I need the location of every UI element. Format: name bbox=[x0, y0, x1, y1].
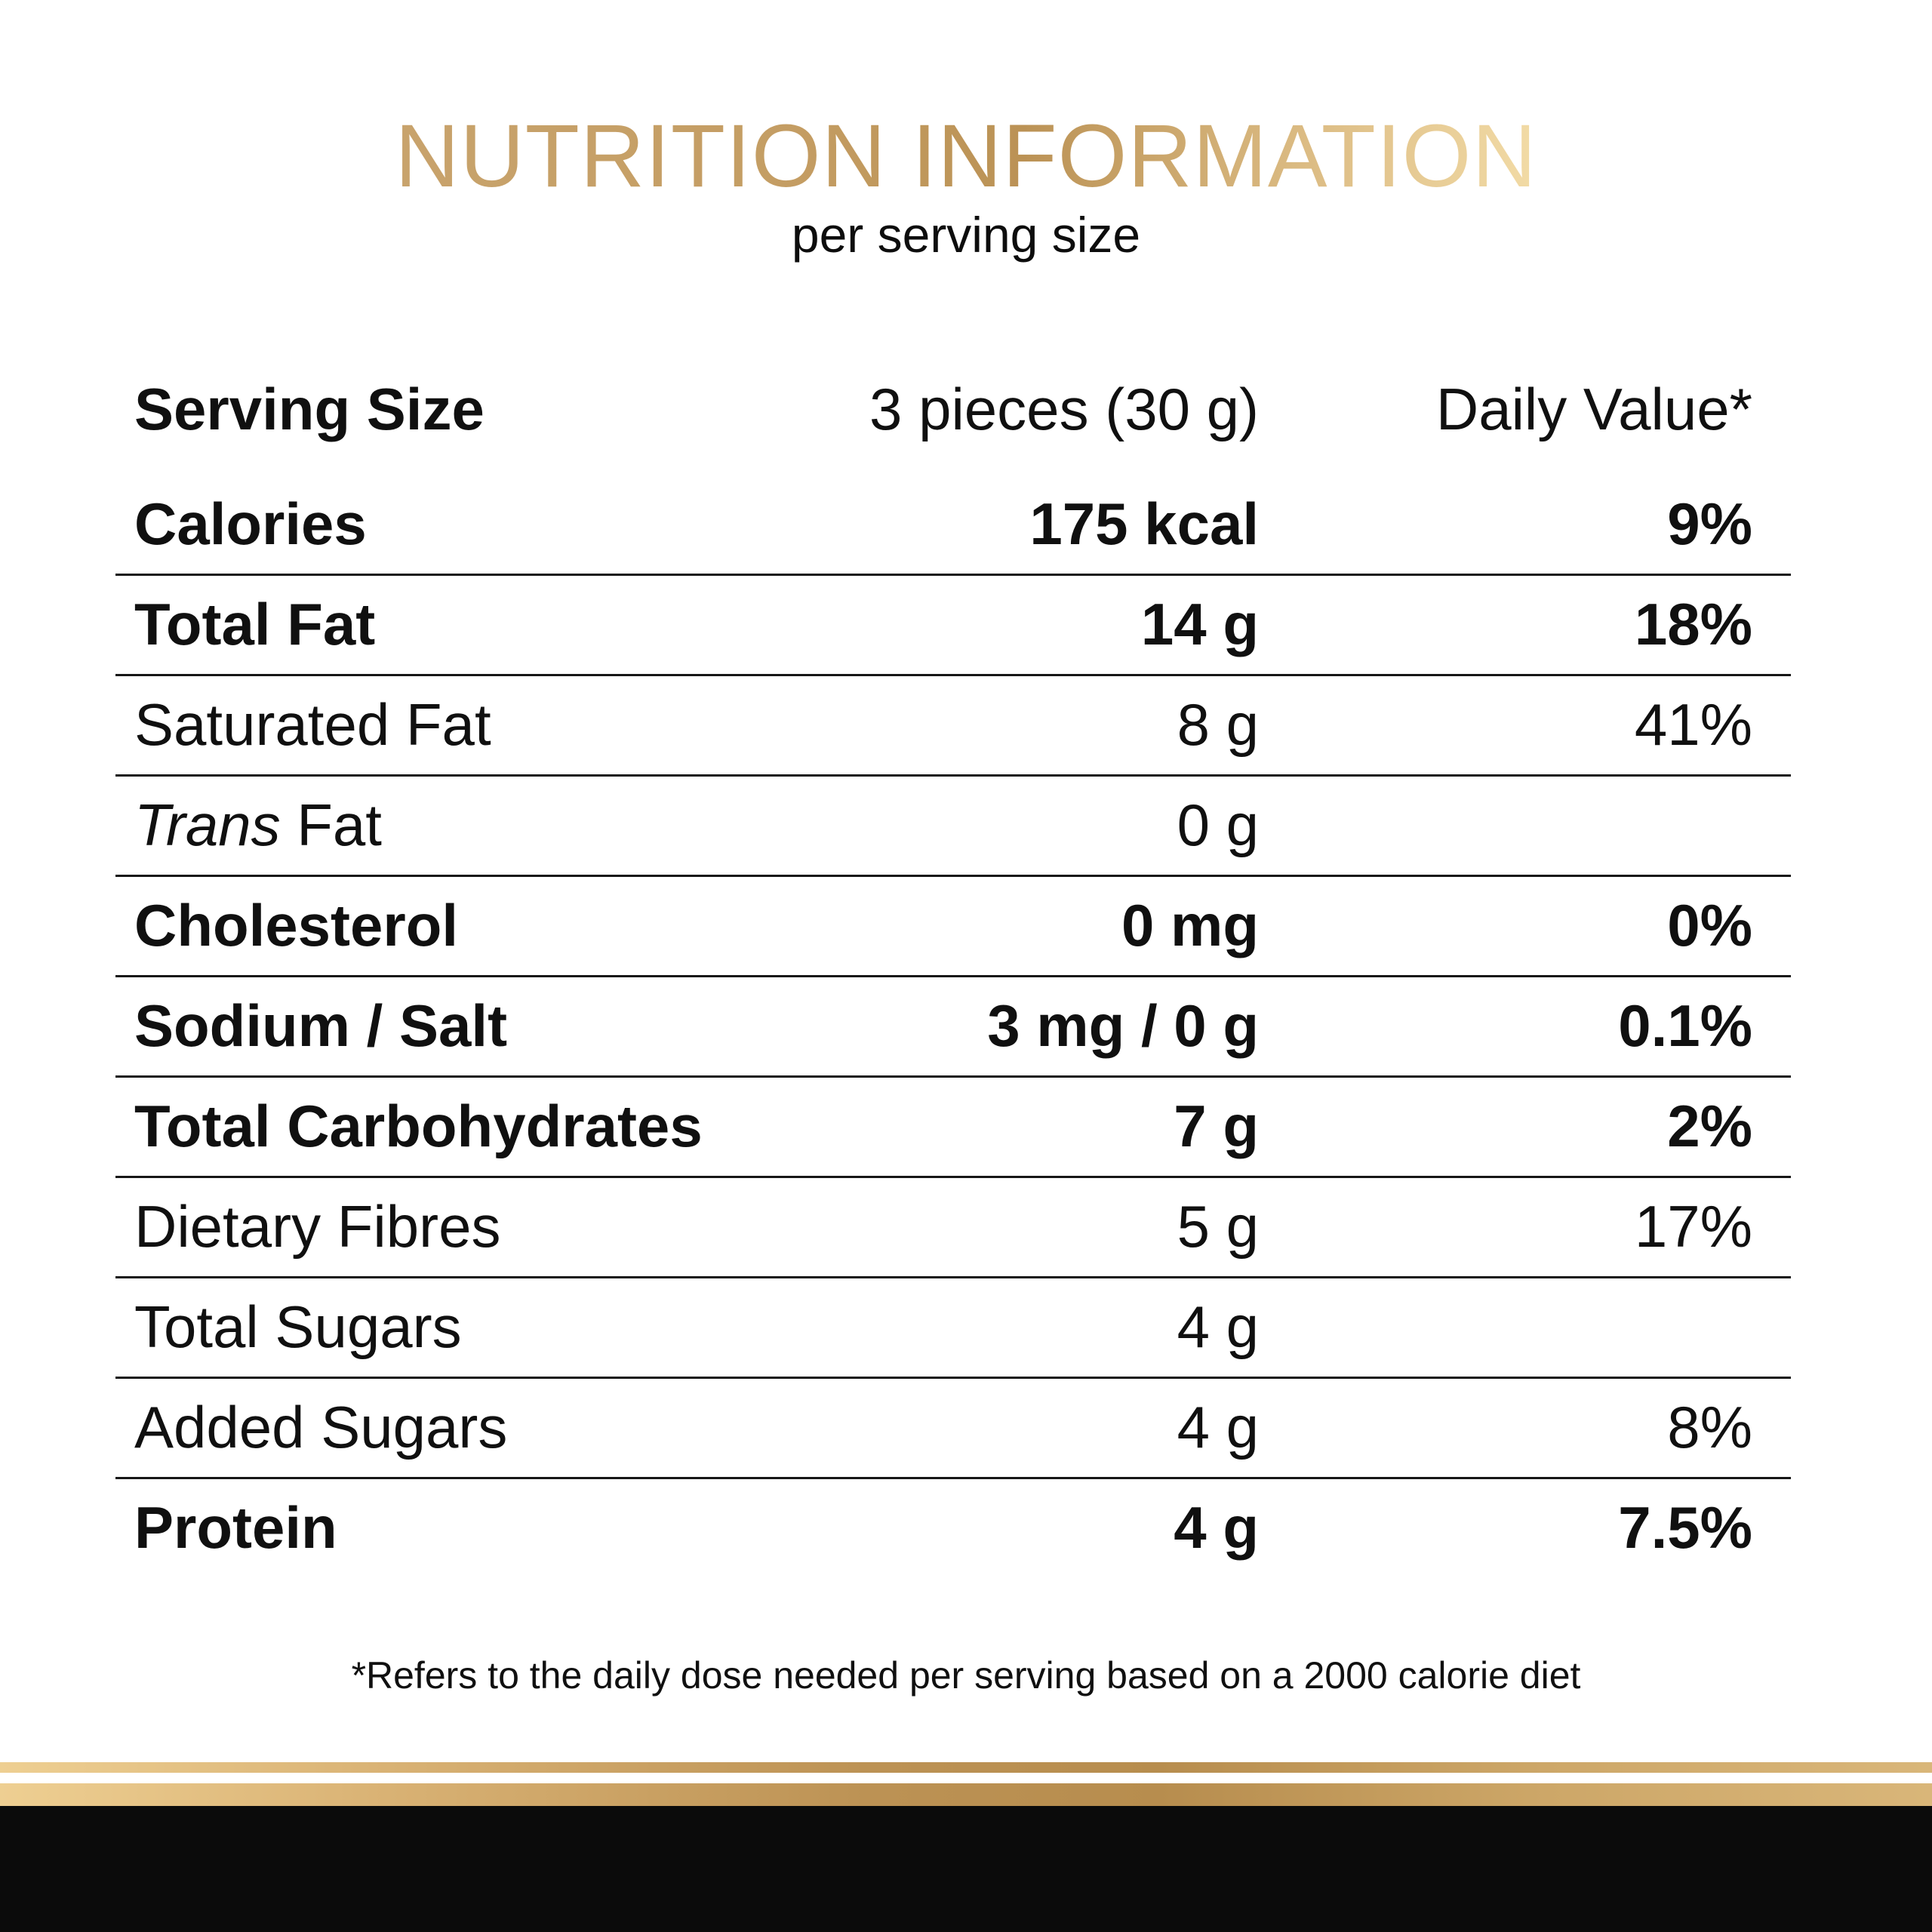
nutrient-daily-value: 0.1% bbox=[1618, 992, 1752, 1060]
nutrient-row: Trans Fat 0 g bbox=[115, 777, 1791, 877]
nutrient-row: Cholesterol 0 mg 0% bbox=[115, 877, 1791, 977]
nutrient-daily-value: 9% bbox=[1667, 491, 1752, 558]
footnote: *Refers to the daily dose needed per ser… bbox=[351, 1654, 1581, 1697]
page-title: NUTRITION INFORMATION bbox=[395, 106, 1537, 208]
nutrient-daily-value: 41% bbox=[1634, 691, 1752, 758]
nutrient-daily-value: 7.5% bbox=[1618, 1494, 1752, 1561]
nutrient-value: 4 g bbox=[1177, 1394, 1259, 1461]
nutrient-daily-value: 18% bbox=[1634, 591, 1752, 658]
nutrient-label: Dietary Fibres bbox=[134, 1193, 501, 1260]
nutrient-row: Dietary Fibres 5 g 17% bbox=[115, 1178, 1791, 1278]
nutrient-label: Total Fat bbox=[134, 591, 376, 658]
nutrient-row: Total Sugars 4 g bbox=[115, 1278, 1791, 1379]
nutrient-value: 5 g bbox=[1177, 1193, 1259, 1260]
nutrient-row: Total Carbohydrates 7 g 2% bbox=[115, 1078, 1791, 1178]
serving-size-row: Serving Size 3 pieces (30 g) Daily Value… bbox=[115, 343, 1791, 475]
nutrient-value: 4 g bbox=[1177, 1294, 1259, 1361]
nutrient-row: Sodium / Salt 3 mg / 0 g 0.1% bbox=[115, 977, 1791, 1078]
nutrient-daily-value: 8% bbox=[1667, 1394, 1752, 1461]
gold-divider-thick bbox=[0, 1783, 1932, 1806]
nutrient-label: Sodium / Salt bbox=[134, 992, 508, 1060]
nutrient-row: Saturated Fat 8 g 41% bbox=[115, 676, 1791, 777]
gold-divider-thin bbox=[0, 1762, 1932, 1773]
nutrient-daily-value: 2% bbox=[1667, 1093, 1752, 1160]
nutrient-daily-value: 17% bbox=[1634, 1193, 1752, 1260]
nutrient-value: 0 g bbox=[1177, 792, 1259, 859]
nutrient-value: 3 mg / 0 g bbox=[987, 992, 1259, 1060]
nutrient-label: Trans Fat bbox=[134, 792, 382, 859]
nutrient-label: Total Carbohydrates bbox=[134, 1093, 703, 1160]
serving-size-value: 3 pieces (30 g) bbox=[869, 375, 1259, 442]
nutrition-table: Serving Size 3 pieces (30 g) Daily Value… bbox=[115, 343, 1791, 1577]
nutrient-value: 8 g bbox=[1177, 691, 1259, 758]
nutrient-label: Added Sugars bbox=[134, 1394, 508, 1461]
nutrient-label: Cholesterol bbox=[134, 892, 459, 959]
nutrient-value: 4 g bbox=[1174, 1494, 1259, 1561]
serving-size-label: Serving Size bbox=[134, 375, 485, 442]
nutrient-label: Protein bbox=[134, 1494, 337, 1561]
page-subtitle: per serving size bbox=[791, 207, 1141, 263]
nutrient-row: Calories 175 kcal 9% bbox=[115, 475, 1791, 576]
nutrient-label: Total Sugars bbox=[134, 1294, 462, 1361]
nutrient-label: Calories bbox=[134, 491, 367, 558]
nutrient-value: 14 g bbox=[1140, 591, 1259, 658]
nutrient-row: Protein 4 g 7.5% bbox=[115, 1479, 1791, 1577]
nutrient-value: 175 kcal bbox=[1029, 491, 1259, 558]
nutrient-label: Saturated Fat bbox=[134, 691, 491, 758]
nutrient-value: 0 mg bbox=[1121, 892, 1259, 959]
title-wrap: NUTRITION INFORMATION bbox=[0, 106, 1932, 208]
daily-value-header: Daily Value* bbox=[1435, 375, 1752, 442]
nutrient-value: 7 g bbox=[1174, 1093, 1259, 1160]
black-footer bbox=[0, 1806, 1932, 1932]
nutrient-rows: Calories 175 kcal 9% Total Fat 14 g 18% … bbox=[115, 475, 1791, 1577]
nutrient-daily-value: 0% bbox=[1667, 892, 1752, 959]
nutrient-row: Total Fat 14 g 18% bbox=[115, 576, 1791, 676]
nutrient-row: Added Sugars 4 g 8% bbox=[115, 1379, 1791, 1479]
